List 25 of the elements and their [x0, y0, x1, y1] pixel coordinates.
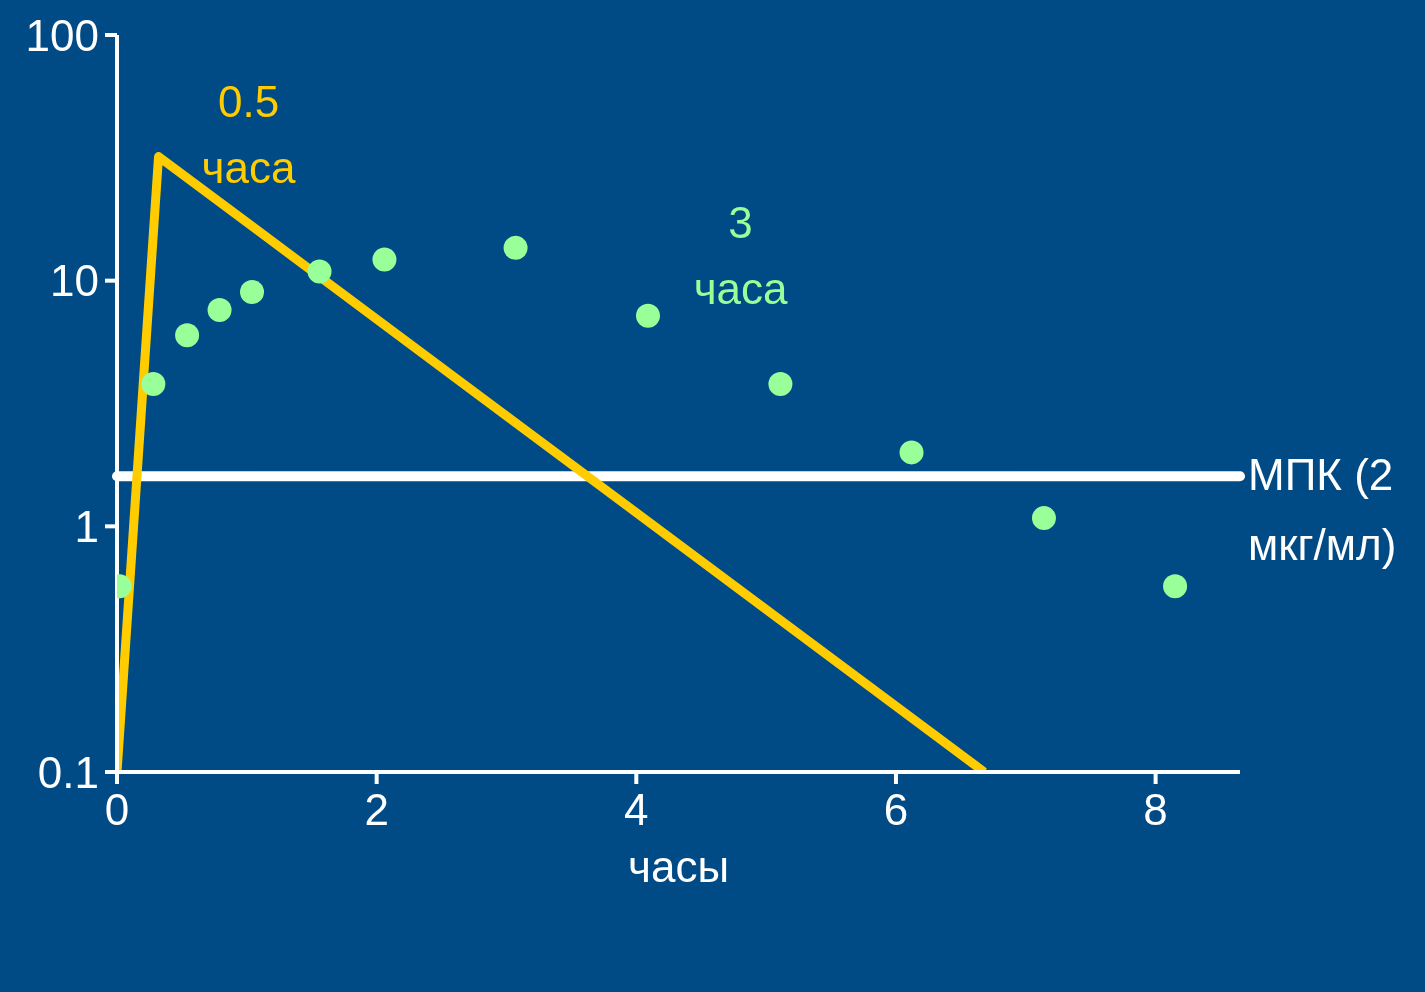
ref-line-label: МПК (2 мкг/мл) — [1248, 450, 1397, 570]
y-tick-label: 0.1 — [37, 747, 99, 797]
point — [141, 371, 166, 396]
x-tick-label: 8 — [1143, 785, 1168, 835]
x-tick-label: 4 — [624, 785, 649, 835]
point — [1163, 574, 1188, 599]
point — [503, 235, 528, 260]
y-tick-label: 10 — [50, 256, 99, 306]
point — [307, 259, 332, 284]
series-label: 0.5 часа — [201, 76, 296, 192]
point — [372, 247, 397, 272]
point — [240, 279, 265, 304]
point — [207, 297, 232, 322]
series-label: 3 часа — [693, 197, 789, 313]
y-tick-label: 1 — [74, 501, 99, 551]
point — [768, 371, 793, 396]
x-axis-title: часы — [627, 842, 730, 891]
y-tick-label: 100 — [25, 10, 99, 60]
point — [175, 323, 200, 348]
point — [899, 440, 924, 465]
x-tick-label: 2 — [364, 785, 389, 835]
point — [1031, 506, 1056, 531]
point — [635, 303, 660, 328]
x-tick-label: 6 — [883, 785, 909, 835]
x-tick-label: 0 — [104, 785, 130, 835]
